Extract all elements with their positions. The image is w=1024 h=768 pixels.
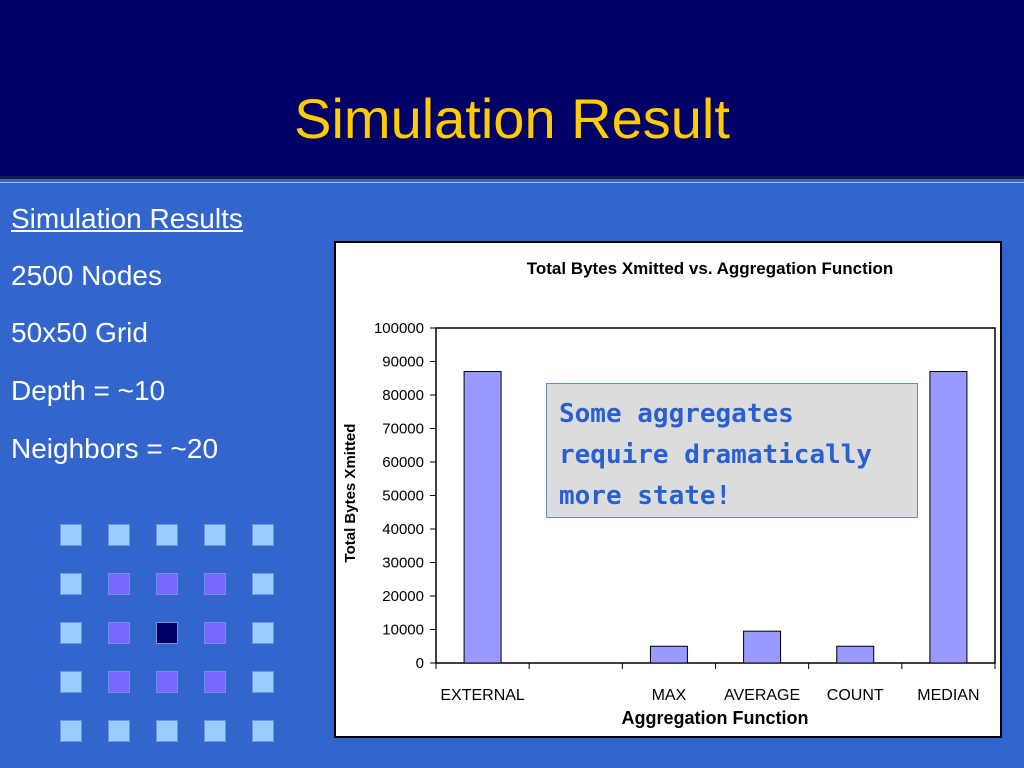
x-axis-label: Aggregation Function <box>622 708 809 728</box>
grid-node-light <box>156 524 178 546</box>
grid-node-dark <box>156 622 178 644</box>
grid-node-light <box>252 720 274 742</box>
left-item-grid: 50x50 Grid <box>11 317 148 348</box>
y-tick-label: 90000 <box>382 354 424 371</box>
y-tick-label: 70000 <box>382 421 424 438</box>
grid-node-light <box>252 573 274 595</box>
callout-box: Some aggregates require dramatically mor… <box>546 383 918 518</box>
grid-node-light <box>60 671 82 693</box>
grid-node-medium <box>204 671 226 693</box>
grid-node-medium <box>108 671 130 693</box>
x-tick-label: AVERAGE <box>724 687 800 704</box>
grid-node-medium <box>108 573 130 595</box>
grid-node-light <box>108 720 130 742</box>
y-axis-label: Total Bytes Xmitted <box>342 424 359 563</box>
grid-node-light <box>204 720 226 742</box>
grid-node-light <box>156 720 178 742</box>
y-tick-label: 10000 <box>382 622 424 639</box>
y-tick-label: 80000 <box>382 387 424 404</box>
left-item-simulation-results: Simulation Results <box>11 203 243 234</box>
grid-node-light <box>60 573 82 595</box>
left-item-neighbors: Neighbors = ~20 <box>11 433 219 464</box>
y-tick-label: 100000 <box>374 320 424 337</box>
grid-node-medium <box>204 622 226 644</box>
grid-node-medium <box>108 622 130 644</box>
slide-title: Simulation Result <box>294 87 730 150</box>
grid-node-light <box>252 671 274 693</box>
divider-line-thin <box>0 182 1024 183</box>
grid-node-medium <box>156 671 178 693</box>
grid-node-light <box>60 524 82 546</box>
grid-node-light <box>252 524 274 546</box>
bar-max <box>649 645 688 664</box>
y-tick-label: 50000 <box>382 488 424 505</box>
left-item-depth: Depth = ~10 <box>11 375 166 406</box>
grid-node-light <box>60 720 82 742</box>
grid-node-medium <box>204 573 226 595</box>
grid-node-light <box>108 524 130 546</box>
y-tick-label: 20000 <box>382 588 424 605</box>
y-tick-label: 30000 <box>382 555 424 572</box>
y-tick-label: 40000 <box>382 521 424 538</box>
chart-title: Total Bytes Xmitted vs. Aggregation Func… <box>527 259 893 278</box>
left-item-nodes: 2500 Nodes <box>11 260 163 291</box>
grid-node-light <box>204 524 226 546</box>
grid-node-light <box>252 622 274 644</box>
grid-node-medium <box>156 573 178 595</box>
x-tick-label: EXTERNAL <box>440 687 525 704</box>
divider-line <box>0 176 1024 179</box>
y-tick-label: 60000 <box>382 454 424 471</box>
bar-count <box>836 645 875 664</box>
x-tick-label: MAX <box>652 687 687 704</box>
bar-external <box>463 371 502 664</box>
y-tick-label: 0 <box>416 655 424 672</box>
bar-median <box>929 371 968 664</box>
x-tick-label: MEDIAN <box>917 687 979 704</box>
title-bar <box>0 0 1024 176</box>
grid-node-light <box>60 622 82 644</box>
bar-average <box>743 630 782 664</box>
x-tick-label: COUNT <box>827 687 884 704</box>
